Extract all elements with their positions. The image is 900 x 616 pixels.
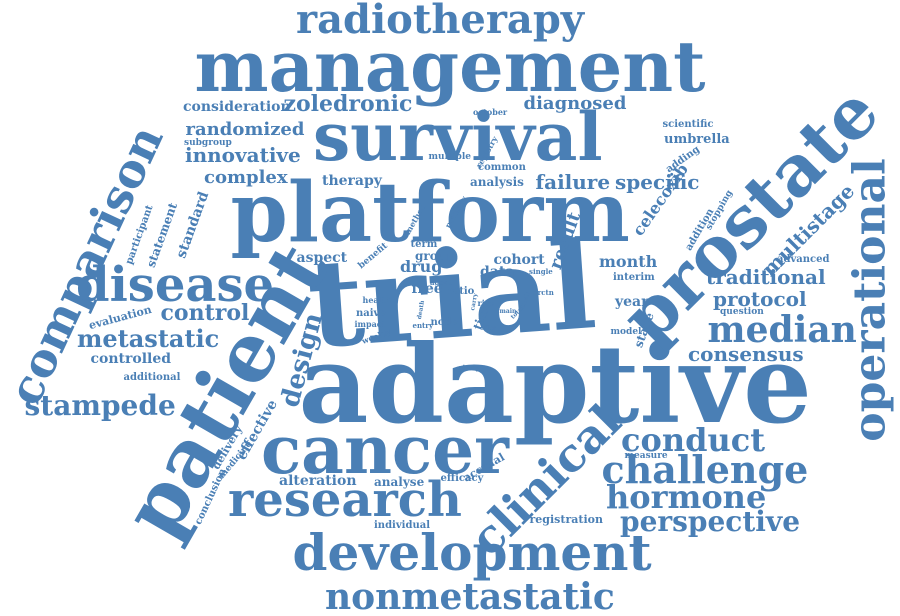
word-study: study — [458, 362, 480, 372]
word-offer: offer — [480, 325, 496, 332]
word-aspect: aspect — [296, 250, 348, 266]
word-ratio: ratio — [447, 286, 475, 297]
word-controlled: controlled — [90, 351, 172, 367]
word-impact: impact — [354, 319, 386, 329]
word-health: health — [362, 295, 392, 305]
word-consideration: consideration — [183, 99, 291, 115]
word-group: group — [415, 249, 455, 263]
word-median: median — [707, 309, 857, 351]
word-month: month — [599, 252, 658, 271]
word-registration: registration — [529, 512, 603, 526]
word-measure: measure — [624, 450, 668, 461]
word-umbrella: umbrella — [664, 131, 730, 147]
word-adaptive: adaptive — [298, 322, 812, 448]
word-nrctn: nrctn — [532, 287, 554, 297]
word-disease: disease — [76, 257, 275, 313]
word-node: node — [430, 317, 458, 328]
word-protocol: protocol — [713, 287, 807, 311]
word-term: term — [410, 239, 438, 250]
word-alteration: alteration — [279, 473, 357, 489]
word-diagnosed: diagnosed — [523, 93, 627, 114]
word-radiotherapy: radiotherapy — [296, 0, 585, 43]
word-challenge: challenge — [601, 447, 809, 492]
word-perspective: perspective — [620, 505, 801, 538]
word-question: question — [720, 306, 764, 317]
word-individual: individual — [374, 520, 431, 531]
word-complex: complex — [204, 167, 288, 188]
word-main: main — [499, 308, 517, 315]
word-randomized: randomized — [185, 119, 305, 140]
word-analysis: analysis — [470, 175, 524, 189]
word-stampede: stampede — [24, 389, 176, 422]
word-specific: specific — [615, 170, 700, 194]
word-efficacy: efficacy — [440, 473, 484, 484]
word-conduct: conduct — [621, 421, 765, 459]
word-hormone: hormone — [606, 478, 767, 516]
word-single: single — [529, 266, 553, 276]
word-consensus: consensus — [688, 342, 804, 366]
word-data: data — [480, 264, 515, 280]
word-free: free — [411, 281, 443, 297]
word-entry: entry — [412, 320, 434, 330]
word-advanced: advanced — [777, 254, 830, 265]
word-management: management — [194, 25, 706, 108]
word-year: year — [615, 294, 649, 310]
word-multiple: multiple — [428, 151, 472, 162]
word-drug: drug — [400, 257, 443, 276]
word-risk: risk — [477, 298, 495, 308]
word-therapy: therapy — [322, 173, 382, 189]
word-zoledronic: zoledronic — [283, 91, 413, 117]
word-metastatic: metastatic — [77, 324, 220, 353]
word-control: control — [160, 300, 250, 326]
word-survival: survival — [313, 98, 603, 176]
word-subgroup: subgroup — [184, 137, 232, 148]
word-additional: additional — [123, 372, 181, 383]
word-operational: operational — [844, 158, 896, 442]
word-naive: naive — [356, 308, 386, 319]
word-platform: platform — [230, 165, 630, 261]
word-research: research — [228, 472, 462, 528]
word-model: model — [610, 326, 642, 337]
word-failure: failure — [535, 170, 611, 194]
word-interim: interim — [613, 272, 655, 283]
word-cancer: cancer — [261, 411, 509, 489]
word-standard: standard — [173, 189, 213, 261]
word-traditional: traditional — [706, 265, 826, 289]
word-agent: agent — [430, 277, 453, 287]
word-cohort: cohort — [493, 252, 545, 268]
word-scientific: scientific — [662, 119, 714, 130]
word-development: development — [292, 523, 652, 582]
word-october: october — [473, 107, 508, 117]
word-analyse: analyse — [374, 475, 425, 489]
word-nonmetastatic: nonmetastatic — [325, 576, 615, 616]
word-common: common — [478, 162, 526, 173]
word-innovative: innovative — [185, 143, 301, 167]
